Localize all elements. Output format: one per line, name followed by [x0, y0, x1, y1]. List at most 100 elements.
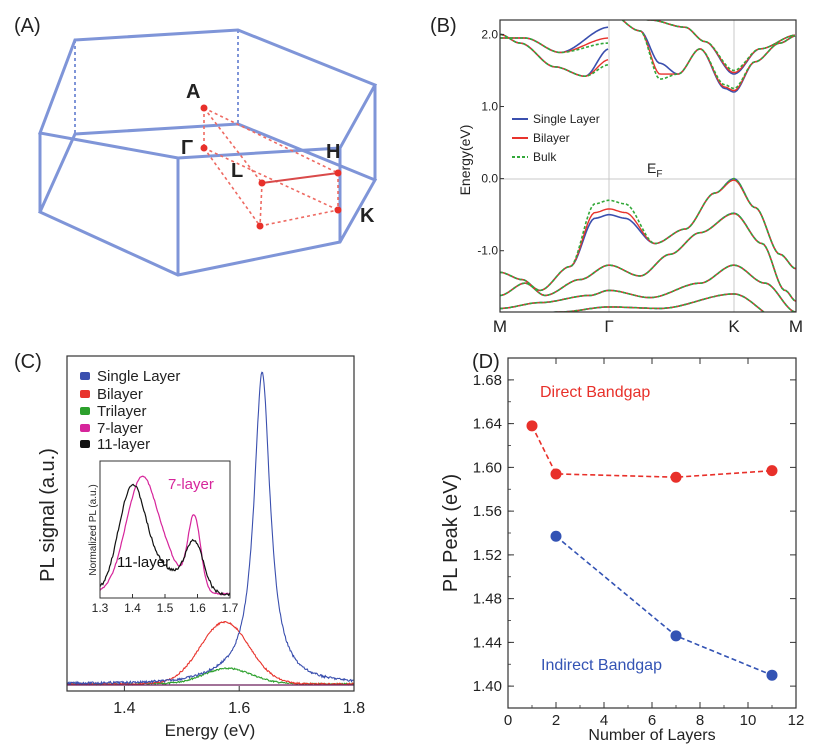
point-l-label: L — [231, 160, 243, 182]
b-band-line — [500, 177, 796, 292]
b-y-tick-label: 2.0 — [481, 27, 498, 41]
d-point-direct — [526, 420, 538, 432]
b-band-line — [500, 33, 609, 77]
b-legend-bilayer: Bilayer — [533, 131, 570, 145]
b-series-bulk — [500, 20, 796, 312]
b-legend-bulk: Bulk — [533, 150, 557, 164]
b-band-line — [644, 20, 796, 74]
b-x-tick-label: K — [728, 317, 740, 336]
c-series-single — [66, 371, 354, 686]
d-annotation-indirect: Indirect Bandgap — [541, 657, 662, 674]
b-y-tick-label: 1.0 — [481, 100, 498, 114]
b-plot-frame — [499, 19, 797, 313]
c-inset-background — [100, 461, 230, 598]
brillouin-zone-prism — [37, 28, 378, 277]
d-point-direct — [766, 465, 778, 477]
d-y-tick-label: 1.40 — [473, 678, 502, 695]
b-x-tick-label: M — [493, 317, 507, 336]
d-y-tick-label: 1.64 — [473, 416, 502, 433]
bz-path-segment — [259, 182, 263, 227]
bz-path-segment — [203, 107, 339, 174]
c-inset-x-tick-label: 1.7 — [222, 601, 239, 615]
point-h-label: H — [326, 141, 340, 163]
c-series-bilayer — [66, 620, 354, 686]
bz-bottom-hexagon — [38, 122, 378, 277]
point-a-marker — [200, 104, 208, 112]
point-gamma-label: Γ — [181, 137, 193, 159]
c-legend-swatch-single — [80, 372, 90, 380]
c-legend-trilayer: Trilayer — [97, 403, 146, 420]
c-inset-y-axis-label: Normalized PL (a.u.) — [88, 484, 99, 575]
b-band-line — [500, 212, 796, 302]
c-inset-x-tick-label: 1.6 — [189, 601, 206, 615]
b-legend-single: Single Layer — [533, 112, 600, 126]
d-x-tick-label: 2 — [552, 712, 560, 729]
d-x-tick-label: 6 — [648, 712, 656, 729]
d-y-tick-label: 1.68 — [473, 372, 502, 389]
b-band-line — [500, 26, 609, 54]
panel-a-label: (A) — [14, 15, 41, 37]
d-y-tick-label: 1.52 — [473, 547, 502, 564]
panel-c: (C) 1.4 1.6 1.8 Energy (eV) PL signal (a.u… — [14, 351, 365, 740]
point-gamma-marker — [200, 144, 208, 152]
c-inset-spectra — [99, 475, 231, 597]
c-plot-frame — [66, 355, 355, 692]
c-inset-x-ticks: 1.3 1.4 1.5 1.6 1.7 — [92, 594, 239, 615]
d-annotation-direct: Direct Bandgap — [540, 384, 650, 401]
c-inset-x-tick-label: 1.4 — [124, 601, 141, 615]
b-x-tick-label: M — [789, 317, 803, 336]
point-k-label: K — [360, 205, 375, 227]
d-point-indirect — [550, 530, 562, 542]
b-band-line — [500, 33, 609, 78]
d-x-axis-label: Number of Layers — [588, 727, 715, 744]
c-legend-swatch-bilayer — [80, 390, 90, 398]
c-legend: Single Layer Bilayer Trilayer 7-layer 11… — [80, 368, 180, 453]
point-h-marker — [334, 169, 342, 177]
b-band-line — [547, 293, 766, 312]
c-legend-7layer: 7-layer — [97, 420, 143, 437]
c-inset-annotation-11layer: 11-layer — [117, 554, 170, 571]
c-y-axis-label: PL signal (a.u.) — [37, 448, 59, 582]
d-plot-frame — [507, 357, 797, 709]
d-point-direct — [670, 471, 682, 483]
b-band-line — [500, 264, 796, 312]
b-fermi-sub: F — [656, 169, 662, 180]
d-y-tick-label: 1.48 — [473, 591, 502, 608]
panel-d: (D) 1.40 1.44 1.48 1.52 1.56 1.60 1.64 1.68 0 2 4… — [440, 351, 804, 744]
bz-path-l-h — [261, 172, 339, 184]
c-x-tick-label: 1.8 — [343, 700, 365, 717]
panel-c-label: (C) — [14, 351, 42, 373]
b-band-line — [547, 293, 766, 312]
c-inset-x-tick-label: 1.5 — [157, 601, 174, 615]
d-x-tick-label: 10 — [740, 712, 757, 729]
bz-path-segment — [259, 209, 339, 227]
d-x-tick-label: 12 — [788, 712, 805, 729]
b-band-line — [644, 20, 796, 72]
c-inset-series-7layer — [99, 475, 230, 596]
bz-path-segment — [203, 147, 261, 227]
b-x-tick-label: Γ — [604, 317, 613, 336]
c-x-tick-label: 1.6 — [228, 700, 250, 717]
c-legend-bilayer: Bilayer — [97, 386, 143, 403]
c-legend-single: Single Layer — [97, 368, 180, 385]
b-band-curves — [500, 20, 796, 312]
panel-d-label: (D) — [472, 351, 500, 373]
d-x-tick-label: 8 — [696, 712, 704, 729]
c-inset-series-11layer — [99, 483, 231, 597]
panel-b-label: (B) — [430, 15, 457, 37]
b-band-line — [621, 20, 796, 90]
d-y-tick-label: 1.56 — [473, 503, 502, 520]
panel-b: (B) 2.0 1.0 0.0 -1.0 M Γ K M Energy(eV) Single… — [430, 15, 803, 336]
d-x-tick-label: 0 — [504, 712, 512, 729]
b-y-ticks: 2.0 1.0 0.0 -1.0 — [477, 27, 504, 258]
b-band-line — [621, 20, 796, 92]
d-y-tick-label: 1.44 — [473, 634, 502, 651]
c-x-ticks: 1.4 1.6 1.8 — [113, 686, 365, 717]
bz-path — [203, 107, 339, 227]
bz-path-segment — [203, 147, 339, 211]
b-fermi-label: EF — [647, 160, 662, 180]
b-band-line — [547, 293, 765, 312]
c-legend-swatch-11layer — [80, 440, 90, 448]
